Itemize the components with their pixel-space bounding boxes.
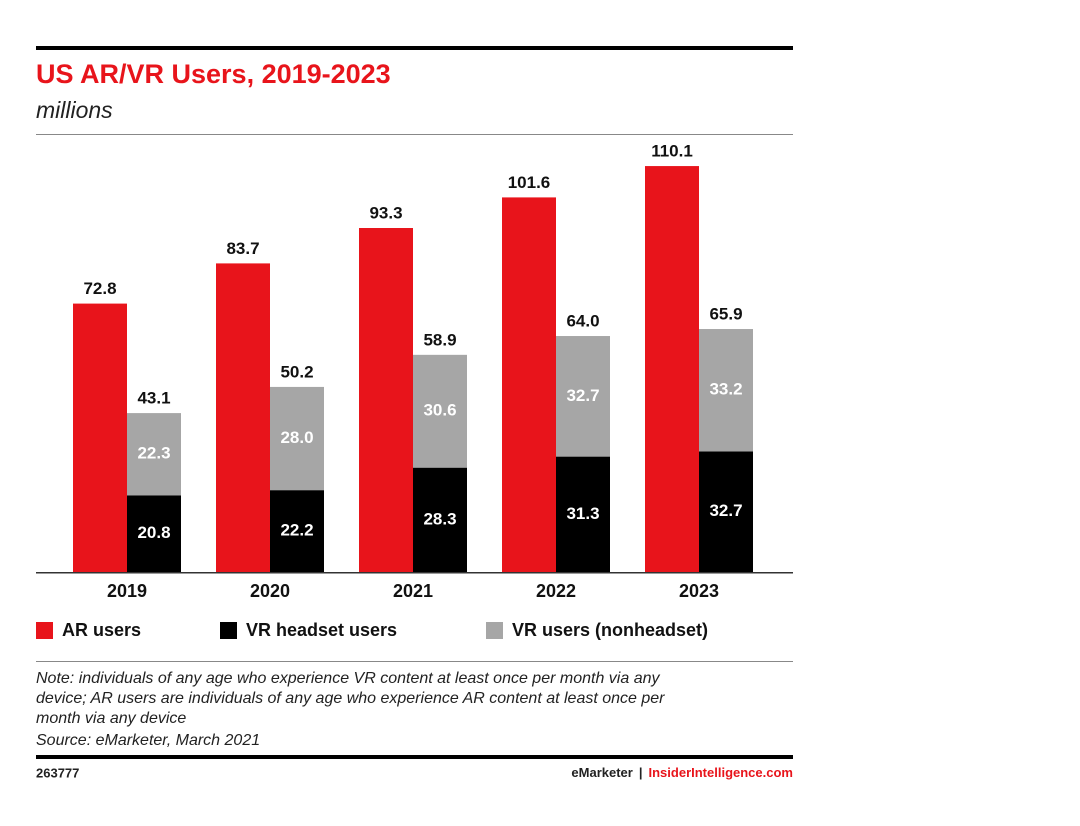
bar <box>216 263 270 572</box>
legend-swatch <box>486 622 503 639</box>
footer-separator: | <box>639 765 643 780</box>
data-label: 20.8 <box>137 523 170 542</box>
legend-label: VR headset users <box>246 620 397 640</box>
footer: eMarketer | InsiderIntelligence.com <box>571 765 793 780</box>
x-tick-label: 2022 <box>536 581 576 601</box>
x-tick-label: 2023 <box>679 581 719 601</box>
bar <box>556 336 610 457</box>
subtitle-rule <box>36 134 793 135</box>
legend-swatch <box>36 622 53 639</box>
chart-subtitle: millions <box>36 97 113 123</box>
legend-label: VR users (nonheadset) <box>512 620 708 640</box>
x-tick-label: 2019 <box>107 581 147 601</box>
bar <box>413 467 467 572</box>
bottom-rule <box>36 755 793 759</box>
stack-total-label: 50.2 <box>280 362 313 381</box>
footer-brand: eMarketer <box>571 765 632 780</box>
data-label: 32.7 <box>709 501 742 520</box>
bar <box>699 451 753 572</box>
footer-site: InsiderIntelligence.com <box>649 765 794 780</box>
data-label: 22.2 <box>280 521 313 540</box>
stack-total-label: 58.9 <box>423 330 456 349</box>
data-label: 22.3 <box>137 444 170 463</box>
bar <box>73 303 127 572</box>
source: Source: eMarketer, March 2021 <box>36 732 260 749</box>
bar <box>556 456 610 572</box>
bar <box>270 490 324 572</box>
data-label: 28.3 <box>423 509 456 528</box>
data-label: 93.3 <box>369 203 402 222</box>
legend-swatch <box>220 622 237 639</box>
x-tick-label: 2021 <box>393 581 433 601</box>
bar <box>359 228 413 572</box>
note-rule <box>36 661 793 662</box>
data-label: 32.7 <box>566 386 599 405</box>
bar <box>699 329 753 452</box>
note-line: Note: individuals of any age who experie… <box>36 670 660 687</box>
stack-total-label: 64.0 <box>566 312 599 331</box>
note-line: month via any device <box>36 710 186 727</box>
bar <box>502 197 556 572</box>
data-label: 101.6 <box>508 173 551 192</box>
bar <box>127 413 181 496</box>
chart-id: 263777 <box>36 765 79 780</box>
bar <box>645 166 699 572</box>
data-label: 28.0 <box>280 428 313 447</box>
bar <box>127 495 181 572</box>
chart-title: US AR/VR Users, 2019-2023 <box>36 59 391 89</box>
top-rule <box>36 46 793 50</box>
note-line: device; AR users are individuals of any … <box>36 690 665 707</box>
data-label: 31.3 <box>566 504 599 523</box>
data-label: 83.7 <box>226 239 259 258</box>
baseline <box>36 572 793 574</box>
bar <box>413 354 467 468</box>
legend-label: AR users <box>62 620 141 640</box>
data-label: 110.1 <box>651 142 693 161</box>
stack-total-label: 65.9 <box>709 305 742 324</box>
data-label: 30.6 <box>423 401 456 420</box>
data-label: 33.2 <box>709 380 742 399</box>
bar <box>270 386 324 491</box>
stack-total-label: 43.1 <box>137 389 170 408</box>
x-tick-label: 2020 <box>250 581 290 601</box>
data-label: 72.8 <box>83 279 116 298</box>
